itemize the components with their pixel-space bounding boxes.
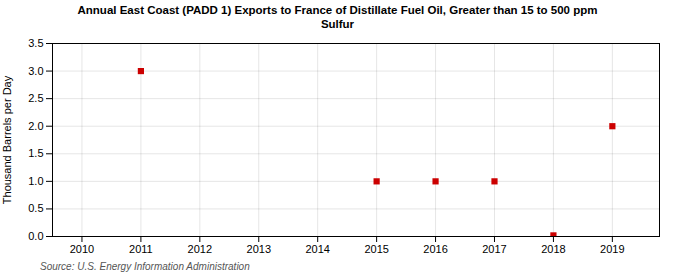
svg-text:1.0: 1.0 [28,175,43,187]
svg-text:3.5: 3.5 [28,37,43,49]
svg-text:2018: 2018 [541,243,565,255]
svg-text:2017: 2017 [482,243,506,255]
svg-text:2011: 2011 [129,243,153,255]
svg-text:3.0: 3.0 [28,65,43,77]
svg-text:2.5: 2.5 [28,92,43,104]
svg-text:1.5: 1.5 [28,147,43,159]
html-text:Annual East Coast (PADD 1) Exp: Annual East Coast (PADD 1) Exports to Fr… [77,4,598,30]
html-text:Source: U.S. Energy Informatio: Source: U.S. Energy Information Administ… [40,261,250,272]
svg-text:0.0: 0.0 [28,230,43,242]
svg-text:2014: 2014 [305,243,329,255]
svg-text:2016: 2016 [423,243,447,255]
svg-text:2.0: 2.0 [28,120,43,132]
svg-text:Thousand Barrels per Day: Thousand Barrels per Day [1,75,13,204]
svg-text:2010: 2010 [70,243,94,255]
svg-text:2012: 2012 [188,243,212,255]
svg-text:2015: 2015 [364,243,388,255]
svg-text:2013: 2013 [247,243,271,255]
svg-text:2019: 2019 [600,243,624,255]
svg-text:0.5: 0.5 [28,202,43,214]
